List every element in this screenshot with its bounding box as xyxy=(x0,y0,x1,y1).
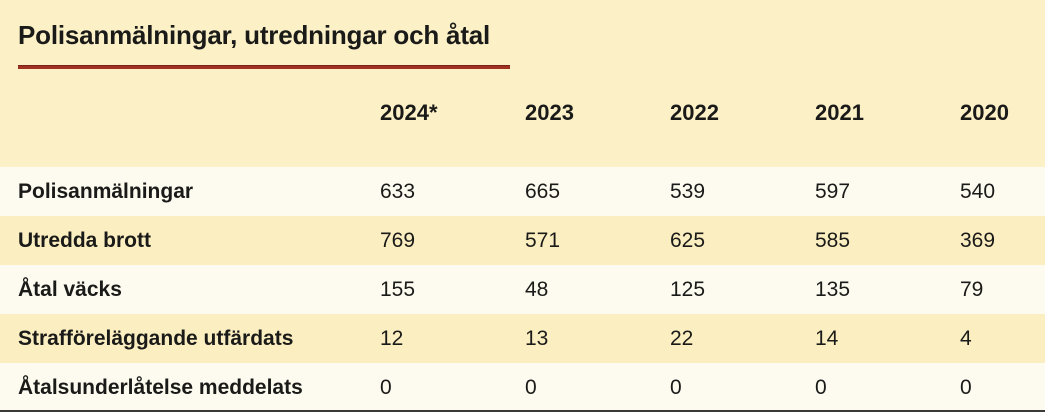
table-row-polisanmalningar: Polisanmälningar 633 665 539 597 540 xyxy=(0,167,1045,216)
cell-value: 585 xyxy=(815,228,851,252)
cell-value: 0 xyxy=(815,375,827,399)
cell-value: 665 xyxy=(525,179,561,203)
cell-value: 79 xyxy=(960,277,984,301)
cell-value: 14 xyxy=(815,326,839,350)
cell-value: 769 xyxy=(380,228,416,252)
cell-value: 633 xyxy=(380,179,416,203)
cell-value: 0 xyxy=(670,375,682,399)
cell-value: 155 xyxy=(380,277,416,301)
table-body: Polisanmälningar 633 665 539 597 540 Utr… xyxy=(0,167,1045,412)
row-label: Strafföreläggande utfärdats xyxy=(18,326,294,350)
column-header-2021: 2021 xyxy=(815,99,864,125)
cell-value: 135 xyxy=(815,277,851,301)
table-row-atal-vacks: Åtal väcks 155 48 125 135 79 xyxy=(0,265,1045,314)
cell-value: 0 xyxy=(380,375,392,399)
cell-value: 12 xyxy=(380,326,404,350)
title-underline-rule xyxy=(18,65,510,69)
cell-value: 48 xyxy=(525,277,549,301)
column-header-2024: 2024* xyxy=(380,99,438,125)
cell-value: 539 xyxy=(670,179,706,203)
row-label: Åtalsunderlåtelse meddelats xyxy=(18,375,303,399)
column-header-2022: 2022 xyxy=(670,99,719,125)
table-header-row: 2024* 2023 2022 2021 2020 xyxy=(0,85,1045,140)
row-label: Åtal väcks xyxy=(18,277,122,301)
cell-value: 0 xyxy=(960,375,972,399)
column-header-2023: 2023 xyxy=(525,99,574,125)
cell-value: 4 xyxy=(960,326,972,350)
cell-value: 125 xyxy=(670,277,706,301)
row-label: Polisanmälningar xyxy=(18,179,194,203)
table-row-strafforelaggande: Strafföreläggande utfärdats 12 13 22 14 … xyxy=(0,314,1045,363)
cell-value: 597 xyxy=(815,179,851,203)
cell-value: 571 xyxy=(525,228,561,252)
cell-value: 22 xyxy=(670,326,694,350)
row-label: Utredda brott xyxy=(18,228,151,252)
cell-value: 625 xyxy=(670,228,706,252)
table-row-utredda-brott: Utredda brott 769 571 625 585 369 xyxy=(0,216,1045,265)
cell-value: 0 xyxy=(525,375,537,399)
cell-value: 13 xyxy=(525,326,549,350)
cell-value: 540 xyxy=(960,179,996,203)
table-row-atalsunderlatelse: Åtalsunderlåtelse meddelats 0 0 0 0 0 xyxy=(0,363,1045,412)
page-title: Polisanmälningar, utredningar och åtal xyxy=(18,20,491,50)
column-header-2020: 2020 xyxy=(960,99,1009,125)
bottom-edge-line xyxy=(0,410,1045,412)
cell-value: 369 xyxy=(960,228,996,252)
